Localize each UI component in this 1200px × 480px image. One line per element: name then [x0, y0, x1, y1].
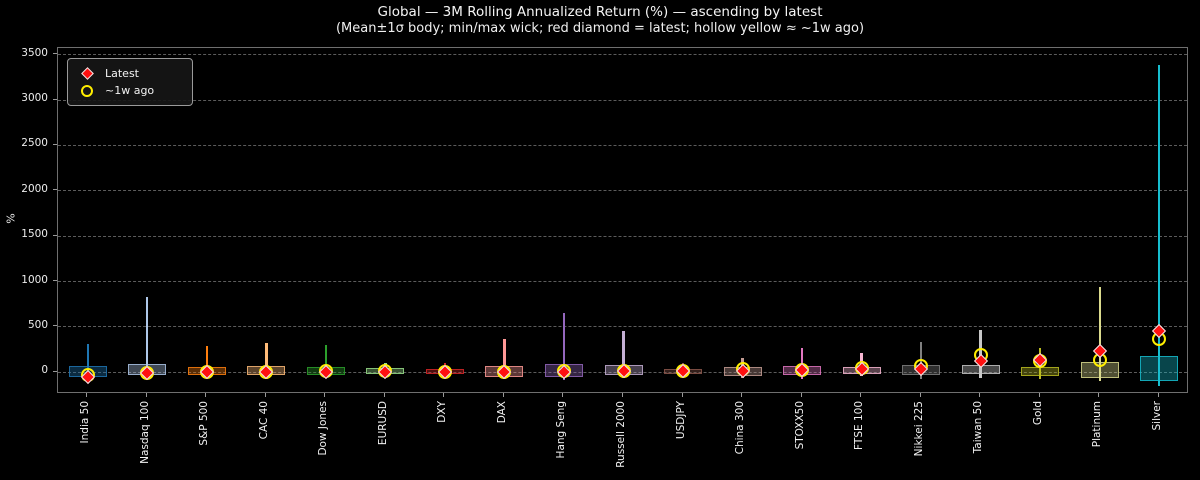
y-tick-mark [53, 370, 57, 372]
x-tick-label-India 50: India 50 [79, 401, 92, 444]
y-tick-label: 2500 [21, 137, 48, 150]
y-tick-mark [53, 234, 57, 236]
y-tick-mark [53, 143, 57, 145]
x-tick-label-DXY: DXY [436, 401, 449, 423]
x-tick-mark [383, 393, 385, 397]
x-tick-mark [800, 393, 802, 397]
gridline-500 [58, 326, 1187, 328]
plot-area [57, 47, 1188, 393]
x-tick-label-DAX: DAX [495, 401, 508, 424]
legend-item-week-ago: ~1w ago [78, 82, 184, 99]
gridline-2000 [58, 190, 1187, 192]
legend: Latest ~1w ago [67, 58, 193, 106]
gridline-2500 [58, 144, 1187, 146]
x-tick-label-Platinum: Platinum [1091, 401, 1104, 448]
x-tick-label-S&P 500: S&P 500 [198, 401, 211, 446]
box-wick-Hang Seng [562, 312, 566, 381]
box-wick-India 50 [86, 343, 89, 384]
x-tick-mark [443, 393, 445, 397]
y-tick-label: 500 [27, 318, 48, 331]
x-tick-label-Silver: Silver [1150, 401, 1163, 431]
y-tick-mark [53, 189, 57, 191]
x-tick-mark [502, 393, 504, 397]
x-tick-label-Nikkei 225: Nikkei 225 [912, 401, 925, 457]
box-wick-Nasdaq 100 [146, 296, 149, 381]
y-axis-label: % [4, 213, 18, 224]
x-tick-mark [205, 393, 207, 397]
x-tick-mark [741, 393, 743, 397]
box-wick-Dow Jones [324, 344, 328, 378]
x-tick-label-Taiwan 50: Taiwan 50 [972, 401, 985, 454]
y-tick-label: 3500 [21, 46, 48, 59]
x-tick-mark [1038, 393, 1040, 397]
x-tick-label-Russell 2000: Russell 2000 [615, 401, 627, 468]
chart-subtitle: (Mean±1σ body; min/max wick; red diamond… [335, 20, 865, 36]
y-tick-mark [53, 280, 57, 282]
x-tick-label-STOXX50: STOXX50 [793, 401, 806, 450]
x-tick-label-Gold: Gold [1031, 401, 1044, 426]
y-tick-label: 1000 [21, 273, 48, 286]
chart-title: Global — 3M Rolling Annualized Return (%… [377, 4, 823, 20]
y-tick-label: 2000 [21, 182, 48, 195]
box-wick-Russell 2000 [622, 331, 625, 378]
x-tick-label-Dow Jones: Dow Jones [317, 401, 330, 456]
x-tick-mark [145, 393, 147, 397]
week-ago-circle-icon [78, 84, 96, 97]
x-tick-mark [86, 393, 88, 397]
x-tick-label-CAC 40: CAC 40 [257, 401, 270, 440]
x-tick-mark [1157, 393, 1159, 397]
x-tick-mark [562, 393, 564, 397]
x-tick-label-Nasdaq 100: Nasdaq 100 [138, 401, 151, 464]
gridline-3000 [58, 99, 1187, 101]
x-tick-mark [264, 393, 266, 397]
x-tick-label-FTSE 100: FTSE 100 [853, 401, 866, 450]
box-wick-CAC 40 [265, 343, 268, 379]
title-block: Global — 3M Rolling Annualized Return (%… [0, 4, 1200, 37]
x-tick-mark [681, 393, 683, 397]
x-tick-mark [979, 393, 981, 397]
y-tick-mark [53, 325, 57, 327]
x-tick-label-China 300: China 300 [734, 401, 747, 455]
legend-item-latest: Latest [78, 65, 184, 82]
gridline-1500 [58, 235, 1187, 237]
box-wick-Silver [1158, 65, 1161, 386]
x-tick-mark [860, 393, 862, 397]
x-tick-mark [1098, 393, 1100, 397]
x-tick-mark [324, 393, 326, 397]
x-tick-mark [919, 393, 921, 397]
legend-label-latest: Latest [105, 67, 139, 80]
box-wick-S&P 500 [205, 346, 208, 378]
y-tick-label: 0 [41, 364, 48, 377]
x-tick-label-Hang Seng: Hang Seng [555, 401, 568, 459]
legend-label-week-ago: ~1w ago [105, 84, 155, 97]
x-tick-label-EURUSD: EURUSD [376, 401, 389, 446]
x-tick-label-USDJPY: USDJPY [674, 401, 687, 440]
box-wick-Platinum [1098, 286, 1101, 382]
gridline-1000 [58, 281, 1187, 283]
y-tick-label: 3000 [21, 92, 48, 105]
y-tick-label: 1500 [21, 228, 48, 241]
y-tick-mark [53, 53, 57, 55]
x-tick-mark [622, 393, 623, 397]
y-tick-mark [53, 98, 57, 100]
box-wick-DAX [503, 338, 506, 380]
latest-diamond-icon [78, 67, 96, 80]
gridline-3500 [58, 54, 1187, 56]
